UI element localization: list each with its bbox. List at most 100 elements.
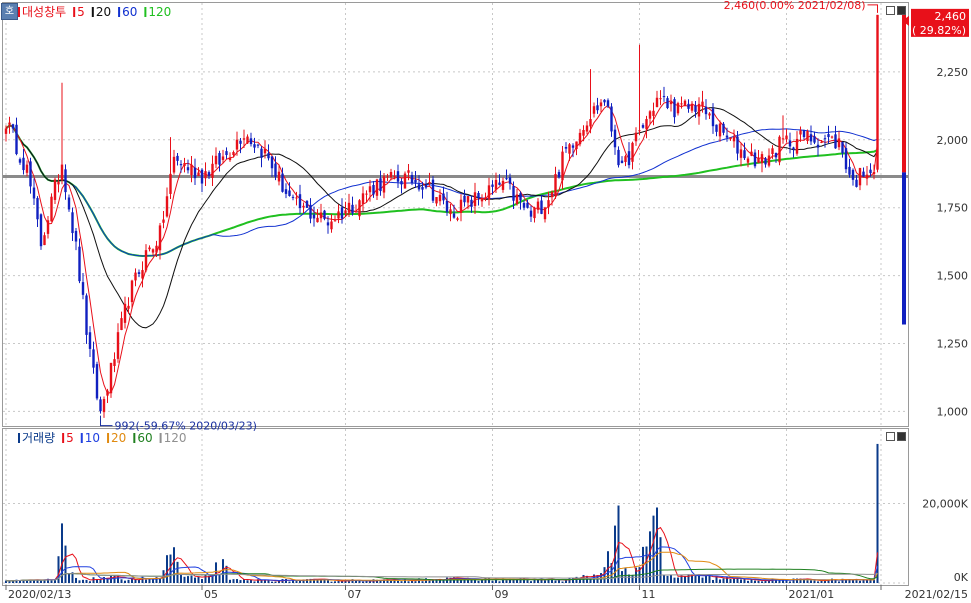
volume-bar — [204, 574, 207, 583]
volume-bar — [719, 579, 721, 583]
volume-bar — [43, 579, 46, 583]
candle — [596, 97, 599, 114]
candle-body — [473, 192, 477, 207]
candle-body — [659, 98, 662, 100]
legend-label: 10 — [85, 431, 100, 445]
candle — [795, 131, 799, 156]
candle — [81, 273, 85, 300]
volume-panel-maximize-button[interactable] — [897, 432, 906, 441]
candle-body — [207, 172, 211, 176]
candle-body — [417, 184, 421, 190]
candle-body — [190, 164, 193, 176]
volume-bar — [400, 581, 403, 583]
volume-bar — [271, 581, 273, 583]
legend-swatch — [73, 7, 76, 17]
change-badge-value: ( 29.82%) — [912, 24, 966, 37]
legend-swatch — [144, 7, 147, 17]
volume-bar — [876, 443, 879, 583]
volume-bar — [85, 579, 88, 583]
candle — [309, 198, 312, 224]
volume-bar — [495, 578, 497, 583]
volume-bar — [29, 580, 32, 583]
volume-legend[interactable]: 거래량 5 10 20 60 120 — [18, 431, 187, 445]
candle — [533, 206, 536, 223]
volume-bar — [733, 578, 735, 583]
candle — [862, 167, 865, 177]
candle-body — [662, 96, 666, 98]
candle — [74, 228, 78, 251]
candle — [470, 195, 473, 213]
candle-body — [109, 362, 113, 394]
candle-body — [330, 221, 333, 230]
candle — [848, 158, 851, 178]
candle-body — [624, 156, 627, 162]
volume-y-axis: 20,000K 0K — [922, 498, 968, 584]
volume-bar — [229, 579, 231, 583]
candle — [64, 164, 67, 200]
legend-label: 20 — [96, 5, 111, 19]
candle-body — [64, 169, 67, 193]
candle — [144, 244, 148, 273]
candle-body — [221, 156, 225, 160]
volume-bar — [841, 578, 844, 583]
candle-body — [263, 148, 267, 154]
candle-body — [400, 180, 403, 185]
candle — [806, 129, 809, 144]
candle-body — [491, 184, 494, 187]
candle — [865, 165, 869, 186]
candle-body — [172, 156, 176, 173]
candle-body — [85, 295, 88, 335]
candle — [141, 261, 144, 288]
candle — [799, 126, 802, 142]
price-panel-maximize-button[interactable] — [897, 6, 906, 15]
volume-bar — [484, 577, 487, 583]
volume-bar — [701, 577, 704, 583]
volume-bar — [530, 581, 532, 583]
candle-body — [340, 207, 344, 219]
candle-body — [487, 185, 491, 200]
candle — [214, 147, 218, 169]
volume-bar — [491, 580, 494, 583]
candle — [228, 152, 232, 162]
volume-bar — [694, 574, 697, 583]
volume-bar — [866, 579, 868, 583]
volume-bar — [180, 575, 182, 583]
candle — [456, 216, 459, 222]
candle-body — [743, 150, 746, 159]
candle — [316, 209, 319, 223]
candle-body — [533, 207, 536, 219]
candle — [547, 191, 550, 215]
candle — [452, 204, 456, 219]
volume-panel-minimize-button[interactable] — [886, 432, 895, 441]
candle — [487, 177, 491, 206]
candle-body — [354, 211, 358, 213]
candle — [305, 200, 309, 208]
volume-bar — [369, 581, 371, 583]
candle-body — [771, 148, 774, 155]
candle — [480, 194, 484, 207]
candle — [599, 99, 603, 112]
volume-bar — [659, 537, 662, 583]
candle — [449, 203, 452, 222]
low-annotation: 992(-59.67% 2020/03/23) — [100, 415, 257, 433]
corner-toggle-button[interactable]: 호 — [1, 3, 18, 20]
candle-body — [466, 196, 470, 203]
candle — [830, 135, 834, 139]
candle — [743, 142, 746, 160]
volume-bar — [278, 580, 280, 583]
candle-body — [428, 182, 431, 184]
candle-body — [508, 177, 512, 184]
volume-bar — [698, 574, 700, 583]
candle — [155, 240, 158, 257]
volume-bar — [523, 578, 525, 583]
volume-bar — [57, 556, 60, 583]
volume-bar — [729, 579, 732, 583]
price-legend[interactable]: 대성창투 5 20 60 120 — [18, 5, 171, 19]
volume-bar — [852, 579, 854, 583]
candle — [323, 209, 326, 221]
candle — [197, 167, 200, 177]
x-tick: 09 — [495, 588, 509, 601]
price-panel-minimize-button[interactable] — [886, 6, 895, 15]
candle-body — [155, 245, 158, 253]
